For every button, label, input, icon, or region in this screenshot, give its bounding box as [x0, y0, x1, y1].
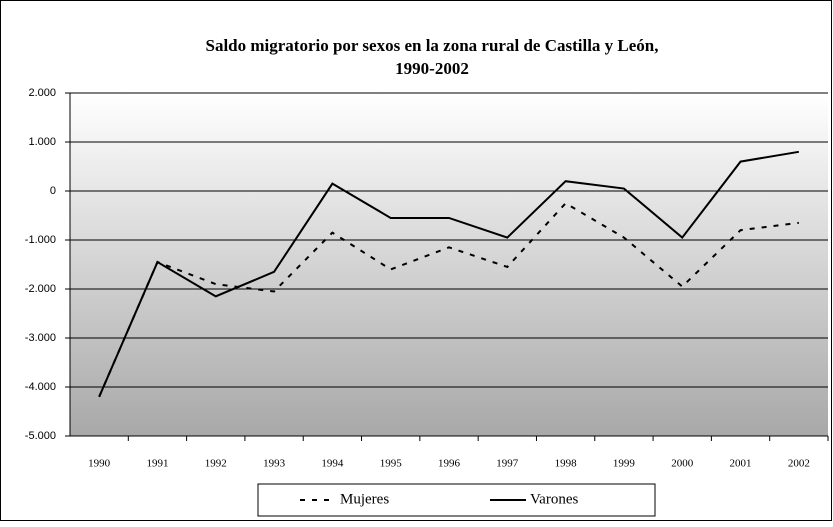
x-tick-label: 1993 — [263, 458, 286, 470]
x-tick-label: 2000 — [671, 458, 694, 470]
x-tick-label: 1995 — [380, 458, 403, 470]
x-tick-label: 2001 — [730, 458, 752, 470]
x-tick-label: 1997 — [496, 458, 519, 470]
y-tick-label: 0 — [50, 185, 56, 197]
x-tick-label: 1991 — [146, 458, 168, 470]
line-series — [98, 150, 800, 398]
x-tick-label: 1996 — [438, 458, 461, 470]
y-tick-label: 1.000 — [28, 136, 56, 148]
plot-area — [70, 93, 828, 436]
x-tick-label: 1994 — [321, 458, 344, 470]
x-tick-label: 2002 — [788, 458, 810, 470]
y-tick-label: -4.000 — [25, 381, 56, 393]
y-tick-label: -3.000 — [25, 332, 56, 344]
y-tick-label: 2.000 — [28, 87, 56, 99]
legend-label: Varones — [530, 491, 578, 507]
x-tick-label: 1990 — [88, 458, 111, 470]
y-tick-label: -5.000 — [25, 430, 56, 442]
chart-title: Saldo migratorio por sexos en la zona ru… — [205, 36, 658, 55]
line-series — [98, 201, 799, 398]
y-tick-label: -2.000 — [25, 283, 56, 295]
legend-box — [257, 483, 656, 517]
chart-title: 1990-2002 — [395, 59, 469, 78]
x-tick-label: 1999 — [613, 458, 636, 470]
y-tick-label: -1.000 — [25, 234, 56, 246]
x-tick-label: 1992 — [205, 458, 227, 470]
legend-label: Mujeres — [340, 491, 389, 507]
x-tick-label: 1998 — [555, 458, 578, 470]
